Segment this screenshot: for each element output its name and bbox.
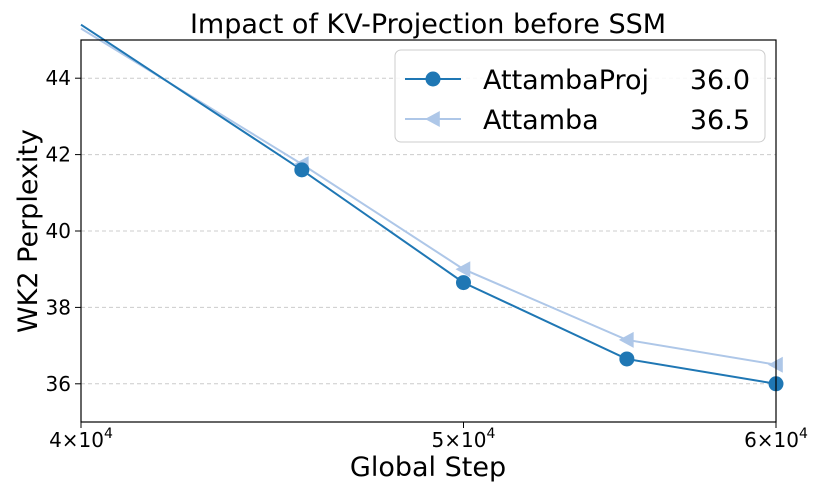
- x-tick-base: 5: [432, 428, 445, 452]
- legend-final-value: 36.5: [690, 105, 750, 136]
- data-point-attambaproj: [619, 351, 635, 367]
- data-point-attamba: [455, 261, 471, 278]
- x-tick-base: 4: [49, 428, 62, 452]
- x-tick-exponent: 4: [104, 426, 113, 442]
- x-tick-label: 6×104: [744, 426, 808, 452]
- y-axis-label: WK2 Perplexity: [13, 129, 44, 333]
- series-markers: [293, 156, 784, 392]
- x-tick-times: ×10: [757, 428, 799, 452]
- chart-title: Impact of KV-Projection before SSM: [190, 9, 666, 40]
- x-tick-base: 6: [744, 428, 757, 452]
- legend: AttambaProj 36.0 Attamba 36.5: [394, 49, 766, 143]
- x-tick-times: ×10: [62, 428, 104, 452]
- legend-marker-attambaproj: [425, 71, 441, 87]
- x-axis-label: Global Step: [350, 452, 506, 483]
- data-point-attambaproj: [294, 162, 310, 178]
- legend-final-value: 36.0: [690, 65, 750, 96]
- data-point-attambaproj: [455, 275, 471, 291]
- x-tick-exponent: 4: [487, 426, 496, 442]
- legend-marker-attamba: [425, 111, 440, 127]
- legend-box: [394, 49, 766, 143]
- x-tick-label: 5×104: [432, 426, 496, 452]
- y-tick-label: 44: [46, 66, 71, 90]
- y-tick-label: 38: [46, 295, 71, 319]
- y-tick-label: 36: [46, 372, 71, 396]
- y-tick-label: 42: [46, 143, 71, 167]
- x-tick-label: 4×104: [49, 426, 113, 452]
- x-ticks: 4×104 5×104 6×104: [49, 422, 808, 452]
- legend-label: AttambaProj: [483, 65, 649, 96]
- y-tick-label: 40: [46, 219, 71, 243]
- x-tick-exponent: 4: [799, 426, 808, 442]
- legend-label: Attamba: [483, 105, 599, 136]
- grid-lines: [81, 77, 776, 385]
- data-point-attamba: [618, 331, 634, 348]
- x-tick-times: ×10: [444, 428, 486, 452]
- y-ticks: 36 38 40 42 44: [46, 66, 81, 396]
